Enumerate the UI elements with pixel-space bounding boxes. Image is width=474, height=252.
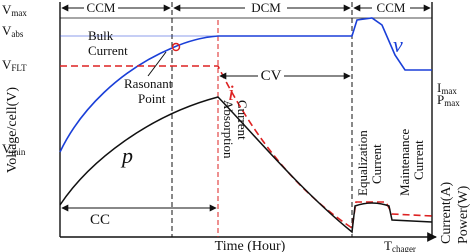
left-level-label-sub: max [11, 8, 27, 18]
bulk-label: Current [88, 43, 128, 58]
right-level-label: Pmax [437, 92, 460, 108]
right-level-label-sub: max [441, 86, 457, 96]
power-symbol: p [120, 143, 133, 168]
maintenance-label: Current [411, 140, 426, 180]
resonant-label: Rasonant [124, 76, 173, 91]
absorption-label: Absorption [221, 100, 236, 159]
absorption-label: Current [235, 100, 250, 140]
current-symbol: i [228, 80, 234, 105]
left-level-label-sub: abs [11, 29, 23, 39]
right-level-label-main: I [437, 80, 441, 95]
resonant-label: Point [138, 91, 166, 106]
x-axis-title: Time (Hour) [215, 239, 286, 252]
equalization-label: Current [369, 144, 384, 184]
left-axis-title: Voltage/cell(V) [5, 87, 20, 173]
right-level-label-sub: max [444, 98, 460, 108]
cv-label: CV [261, 68, 282, 84]
resonant-point [171, 42, 181, 52]
mode-label: CCM [377, 0, 406, 15]
dividers [171, 2, 353, 237]
left-level-label: VFLT [2, 57, 27, 73]
left-level-label-sub: min [11, 147, 26, 157]
left-level-label-sub: FLT [11, 63, 27, 73]
resonant-pointer [147, 51, 167, 77]
left-level-label: Vabs [2, 23, 24, 39]
left-level-label: Vmin [2, 141, 26, 157]
bulk-label: Bulk [88, 28, 114, 43]
maintenance-label: Maintenance [397, 129, 412, 196]
right-level-label-main: P [437, 92, 444, 107]
cc-label: CC [90, 212, 110, 228]
mode-label: CCM [87, 0, 116, 15]
left-level-label-main: V [2, 23, 12, 38]
x-axis-end-label-sub: chager [392, 244, 416, 252]
left-level-label-main: V [2, 57, 12, 72]
x-axis-end-label: Tchager [384, 238, 416, 252]
right-axis-title: Current(A) [439, 181, 454, 244]
right-axis-title: Power(W) [456, 185, 471, 244]
x-axis-end-label-main: T [384, 238, 392, 252]
left-level-label-main: V [2, 141, 12, 156]
equalization-label: Equalization [355, 130, 370, 196]
voltage-symbol: v [393, 32, 403, 57]
right-level-label: Imax [437, 80, 457, 96]
power-curve [59, 96, 433, 234]
left-level-label: Vmax [2, 2, 27, 18]
mode-label: DCM [251, 0, 281, 15]
left-level-label-main: V [2, 2, 12, 17]
